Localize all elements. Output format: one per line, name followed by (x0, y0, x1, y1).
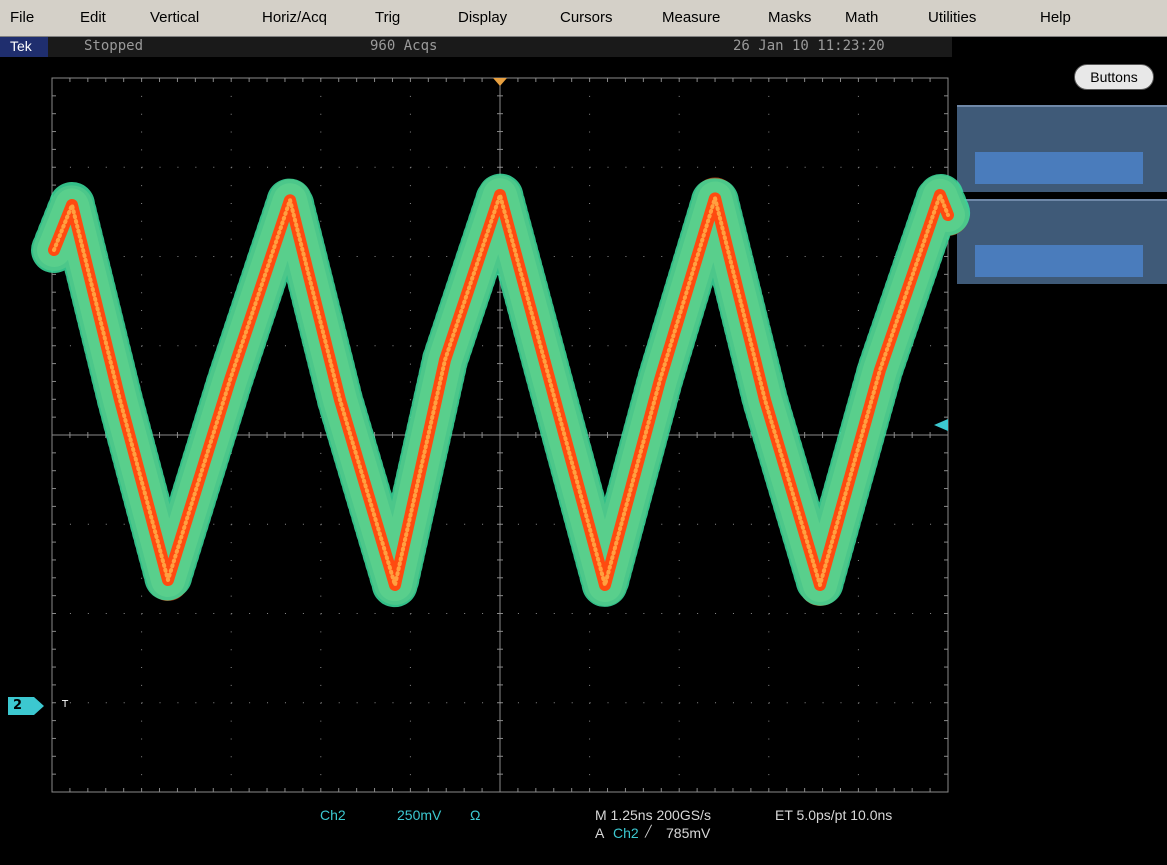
coupling: Ω (470, 807, 480, 823)
menu-item[interactable]: Utilities (928, 9, 976, 26)
menu-item[interactable]: Display (458, 9, 507, 26)
menu-item[interactable]: Help (1040, 9, 1071, 26)
timebase: M 1.25ns 200GS/s (595, 807, 711, 823)
menu-item[interactable]: File (10, 9, 34, 26)
menu-item[interactable]: Edit (80, 9, 106, 26)
trigger-source: Ch2 (613, 825, 639, 841)
trigger-level: 785mV (666, 825, 710, 841)
level-marker (934, 419, 948, 431)
channel-marker: 2 (13, 698, 22, 713)
trigger-prefix: A (595, 825, 604, 841)
waveform (54, 195, 948, 585)
scope-screen: Tek Stopped 960 Acqs 26 Jan 10 11:23:20 … (0, 0, 1167, 865)
menu-item[interactable]: Horiz/Acq (262, 9, 327, 26)
trigger-slope: ╱ (645, 825, 652, 838)
channel-marker-arrow (34, 697, 44, 715)
equivalent-time: ET 5.0ps/pt 10.0ns (775, 807, 892, 823)
channel-label: Ch2 (320, 807, 346, 823)
trigger-marker: T (62, 699, 68, 710)
trigger-position-marker (493, 78, 507, 86)
menu-item[interactable]: Vertical (150, 9, 199, 26)
menu-item[interactable]: Cursors (560, 9, 613, 26)
graticule-area (0, 0, 1167, 865)
menu-item[interactable]: Math (845, 9, 878, 26)
vertical-scale: 250mV (397, 807, 441, 823)
menu-item[interactable]: Measure (662, 9, 720, 26)
menu-item[interactable]: Masks (768, 9, 811, 26)
menu-item[interactable]: Trig (375, 9, 400, 26)
